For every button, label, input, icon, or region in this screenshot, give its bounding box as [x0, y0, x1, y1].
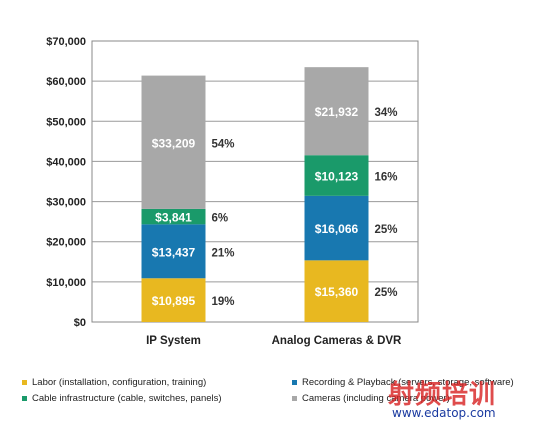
- watermark-url: www.edatop.com: [392, 406, 496, 420]
- legend-swatch-cable: [22, 396, 27, 401]
- bar-value-label: $3,841: [155, 211, 192, 225]
- bar-percent-label: 34%: [375, 107, 398, 119]
- legend-label-recording: Recording & Playback (servers, storage, …: [302, 377, 514, 388]
- bar-value-label: $10,123: [315, 170, 359, 184]
- y-tick-label: $60,000: [46, 76, 86, 88]
- bar-segment-group: $21,932 34%: [304, 67, 398, 156]
- bar-value-label: $10,895: [152, 294, 196, 308]
- legend-label-cable: Cable infrastructure (cable, switches, p…: [32, 393, 222, 404]
- legend-label-cameras: Cameras (including camera power): [302, 393, 450, 404]
- legend-swatch-cameras: [292, 396, 297, 401]
- bar-segment-recording: [304, 195, 369, 261]
- bar-segment-cable: [304, 155, 369, 196]
- bar-percent-label: 6%: [212, 213, 229, 225]
- bar-segment-group: $13,437 21%: [141, 224, 235, 279]
- bar-segment-labor: [141, 278, 206, 322]
- y-tick-label: $30,000: [46, 197, 86, 209]
- bar-segment-cameras: [141, 75, 206, 209]
- bar-segment-recording: [141, 224, 206, 279]
- bar-segment-group: $10,895 19%: [141, 278, 235, 322]
- legend-item-labor: Labor (installation, configuration, trai…: [22, 377, 206, 388]
- legend-item-cameras: Cameras (including camera power): [292, 393, 450, 404]
- y-tick-label: $10,000: [46, 277, 86, 289]
- bar-value-label: $13,437: [152, 245, 196, 259]
- y-tick-label: $70,000: [46, 36, 86, 48]
- bar-value-label: $15,360: [315, 285, 359, 299]
- legend-label-labor: Labor (installation, configuration, trai…: [32, 377, 207, 388]
- legend-item-cable: Cable infrastructure (cable, switches, p…: [22, 393, 222, 404]
- y-tick-label: $0: [74, 317, 86, 329]
- bar-segment-group: $3,841 6%: [141, 208, 229, 225]
- bar-percent-label: 25%: [375, 287, 398, 299]
- plot-area: [91, 40, 419, 323]
- bar-segment-group: $15,360 25%: [304, 260, 398, 322]
- x-category-label: Analog Cameras & DVR: [272, 335, 402, 347]
- y-tick-label: $40,000: [46, 156, 86, 168]
- bar-segment-cable: [141, 208, 206, 225]
- bar-segment-group: $10,123 16%: [304, 155, 398, 196]
- bar-segment-labor: [304, 260, 369, 322]
- bar-percent-label: 54%: [212, 138, 235, 150]
- x-category-label: IP System: [146, 335, 201, 347]
- legend-swatch-recording: [292, 380, 297, 385]
- legend-item-recording: Recording & Playback (servers, storage, …: [292, 377, 514, 388]
- bar-value-label: $33,209: [152, 136, 196, 150]
- bar-percent-label: 19%: [212, 296, 235, 308]
- bar-percent-label: 25%: [375, 224, 398, 236]
- bar-value-label: $21,932: [315, 105, 359, 119]
- bar-segment-group: $33,209 54%: [141, 75, 235, 209]
- bar-percent-label: 21%: [212, 247, 235, 259]
- bar-percent-label: 16%: [375, 172, 398, 184]
- bar-value-label: $16,066: [315, 222, 359, 236]
- y-tick-label: $20,000: [46, 237, 86, 249]
- watermark-logo-text: 射频培训: [388, 380, 497, 410]
- bar-segment-cameras: [304, 67, 369, 156]
- legend-swatch-labor: [22, 380, 27, 385]
- bar-segment-group: $16,066 25%: [304, 195, 398, 261]
- y-tick-label: $50,000: [46, 116, 86, 128]
